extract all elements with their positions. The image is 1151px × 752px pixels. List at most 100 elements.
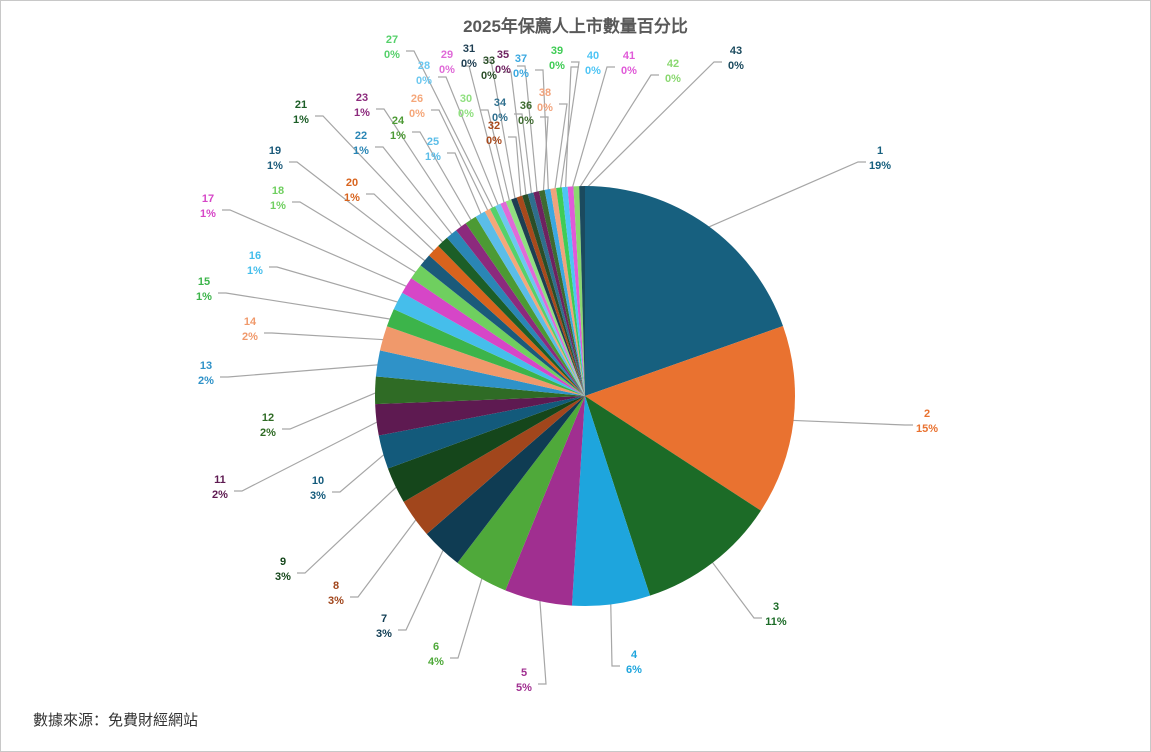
slice-name-label: 4 <box>631 649 638 661</box>
slice-percent-label: 1% <box>390 130 406 142</box>
slice-percent-label: 1% <box>200 208 216 220</box>
leader-line-34 <box>514 113 533 200</box>
leader-line-11 <box>234 418 383 492</box>
slice-percent-label: 6% <box>626 664 642 676</box>
pie-slice-20 <box>429 245 585 396</box>
pie-slice-12 <box>375 376 585 405</box>
pie-slice-33 <box>522 193 585 396</box>
pie-slice-40 <box>561 186 585 396</box>
leader-line-24 <box>412 131 475 226</box>
slice-name-label: 1 <box>877 145 883 157</box>
slice-percent-label: 0% <box>513 68 529 80</box>
slice-name-label: 40 <box>587 50 599 62</box>
leader-line-2 <box>787 419 913 426</box>
leader-line-42 <box>576 74 659 193</box>
leader-line-22 <box>375 146 456 240</box>
pie-slice-11 <box>375 396 585 436</box>
slice-name-label: 13 <box>200 360 212 372</box>
pie-slice-14 <box>380 326 585 396</box>
slice-name-label: 26 <box>411 93 423 105</box>
pie-slice-23 <box>456 223 585 396</box>
slice-name-label: 12 <box>262 412 274 424</box>
pie-slice-22 <box>446 230 585 396</box>
slice-percent-label: 0% <box>665 73 681 85</box>
slice-name-label: 16 <box>249 250 261 262</box>
slice-name-label: 42 <box>667 58 679 70</box>
pie-slice-39 <box>556 187 585 396</box>
slice-percent-label: 0% <box>486 135 502 147</box>
pie-slice-2 <box>585 326 795 511</box>
slice-name-label: 22 <box>355 130 367 142</box>
data-source-note: 數據來源：免費財經網站 <box>33 712 199 729</box>
slice-name-label: 24 <box>392 115 405 127</box>
pie-slice-41 <box>567 186 585 396</box>
slice-percent-label: 0% <box>537 102 553 114</box>
leader-line-31 <box>483 59 517 205</box>
slice-name-label: 2 <box>924 408 930 420</box>
chart-title: 2025年保薦人上市數量百分比 <box>463 17 688 36</box>
slice-name-label: 43 <box>730 45 742 57</box>
slice-name-label: 11 <box>214 474 226 486</box>
slice-percent-label: 3% <box>310 490 326 502</box>
slice-name-label: 28 <box>418 60 430 72</box>
slice-percent-label: 15% <box>916 423 938 435</box>
slice-name-label: 20 <box>346 177 358 189</box>
slice-percent-label: 2% <box>198 375 214 387</box>
slice-name-label: 35 <box>497 49 509 61</box>
pie-slice-38 <box>550 188 585 396</box>
leader-line-14 <box>264 332 390 341</box>
slice-percent-label: 3% <box>328 595 344 607</box>
pie-slice-36 <box>538 189 585 396</box>
leader-line-36 <box>540 116 549 197</box>
pie-slice-6 <box>457 396 585 591</box>
leader-line-19 <box>289 161 430 265</box>
leader-line-26 <box>431 109 491 216</box>
pie-slice-3 <box>585 396 761 596</box>
leader-line-9 <box>297 482 402 574</box>
slice-percent-label: 0% <box>481 70 497 82</box>
slice-percent-label: 1% <box>247 265 263 277</box>
slice-percent-label: 1% <box>270 200 286 212</box>
slice-name-label: 17 <box>202 193 214 205</box>
pie-slice-18 <box>411 265 585 396</box>
leader-line-13 <box>220 363 384 378</box>
pie-slice-1 <box>585 186 784 396</box>
pie-slice-43 <box>579 186 585 396</box>
slice-percent-label: 0% <box>492 112 508 124</box>
leader-line-7 <box>398 544 447 631</box>
pie-slice-7 <box>426 396 585 563</box>
slice-percent-label: 0% <box>416 75 432 87</box>
leader-line-1 <box>702 161 866 231</box>
leader-line-12 <box>282 389 382 430</box>
slice-percent-label: 2% <box>212 489 228 501</box>
leader-line-27 <box>406 50 496 214</box>
slice-percent-label: 1% <box>353 145 369 157</box>
slice-percent-label: 0% <box>518 115 534 127</box>
pie-slice-31 <box>511 197 585 396</box>
leader-line-3 <box>708 557 762 619</box>
leader-line-37 <box>535 69 550 196</box>
pie-slice-13 <box>375 350 585 396</box>
leader-line-25 <box>447 152 484 220</box>
leader-line-17 <box>222 209 413 290</box>
pie-slice-16 <box>393 292 585 396</box>
slice-name-label: 41 <box>623 50 635 62</box>
slice-name-label: 9 <box>280 556 286 568</box>
slice-percent-label: 11% <box>765 616 787 628</box>
slice-percent-label: 0% <box>621 65 637 77</box>
slice-name-label: 19 <box>269 145 281 157</box>
slice-percent-label: 1% <box>293 114 309 126</box>
slice-name-label: 37 <box>515 53 527 65</box>
pie-slice-19 <box>420 255 585 396</box>
slice-name-label: 31 <box>463 43 475 55</box>
leader-line-5 <box>538 594 547 685</box>
leader-line-18 <box>292 201 422 276</box>
slice-name-label: 25 <box>427 136 439 148</box>
slice-percent-label: 0% <box>458 108 474 120</box>
slice-percent-label: 0% <box>384 49 400 61</box>
pie-slice-29 <box>500 201 585 396</box>
slice-name-label: 27 <box>386 34 398 46</box>
slice-name-label: 18 <box>272 185 284 197</box>
leader-line-10 <box>332 450 390 493</box>
